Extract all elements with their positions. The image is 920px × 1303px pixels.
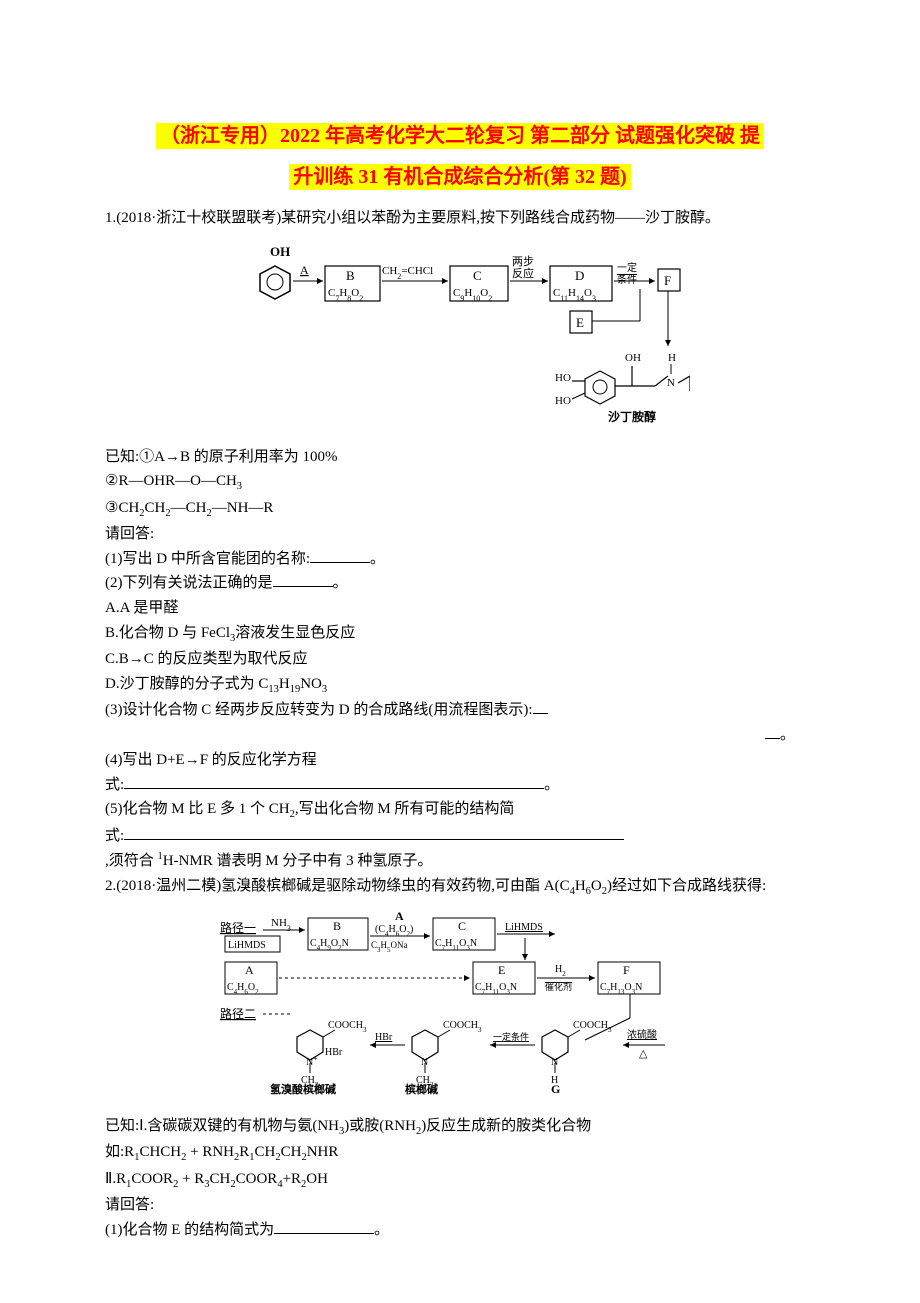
q1-known1: 已知:①A→B 的原子利用率为 100% <box>105 445 815 470</box>
q2-sub1-end: 。 <box>374 1222 389 1238</box>
q1-please: 请回答: <box>105 522 815 547</box>
q1-sub2: (2)下列有关说法正确的是 。 <box>105 571 815 596</box>
svg-text:C9H10O2: C9H10O2 <box>453 287 492 303</box>
q1-sub1-text: (1)写出 D 中所含官能团的名称: <box>105 551 310 567</box>
svg-text:COOCH3: COOCH3 <box>328 1020 367 1034</box>
svg-text:C7H8O2: C7H8O2 <box>328 287 363 303</box>
svg-text:H: H <box>668 352 676 364</box>
title-line1-wrap: （浙江专用）2022 年高考化学大二轮复习 第二部分 试题强化突破 提 <box>105 120 815 153</box>
q1-sub4b: 式: 。 <box>105 773 815 798</box>
q2-known1: 已知:Ⅰ.含碳碳双键的有机物与氨(NH3)或胺(RNH2)反应生成新的胺类化合物 <box>105 1114 815 1140</box>
svg-text:催化剂: 催化剂 <box>545 981 572 992</box>
svg-text:E: E <box>576 315 584 330</box>
blank <box>533 699 548 714</box>
svg-text:D: D <box>575 268 584 283</box>
svg-text:COOCH3: COOCH3 <box>443 1020 482 1034</box>
q2-please: 请回答: <box>105 1193 815 1218</box>
blank <box>274 1219 374 1234</box>
q1-sub4a: (4)写出 D+E→F 的反应化学方程 <box>105 748 815 773</box>
blank <box>273 572 333 587</box>
q2-known2: Ⅱ.R1COOR2 + R3CH2COOR4+R2OH <box>105 1167 815 1193</box>
q1-known2: ②R—OHR—O—CH3 <box>105 469 815 495</box>
title-line1: （浙江专用）2022 年高考化学大二轮复习 第二部分 试题强化突破 提 <box>156 123 764 149</box>
q1-sub3: (3)设计化合物 C 经两步反应转变为 D 的合成路线(用流程图表示): <box>105 698 815 723</box>
svg-text:反应: 反应 <box>512 266 534 280</box>
svg-text:H2: H2 <box>555 964 566 978</box>
svg-text:一定: 一定 <box>617 261 637 274</box>
q1-diagram: OH A B C7H8O2 CH2=CHCl C C9H10O2 两步 反应 D… <box>105 241 815 435</box>
svg-text:A: A <box>245 963 254 977</box>
q1-intro: 1.(2018·浙江十校联盟联考)某研究小组以苯酚为主要原料,按下列路线合成药物… <box>105 206 815 231</box>
svg-text:A: A <box>300 263 309 277</box>
svg-text:LiHMDS: LiHMDS <box>228 940 266 951</box>
svg-text:B: B <box>346 268 355 283</box>
svg-text:A: A <box>395 910 404 923</box>
svg-text:C3H5ONa: C3H5ONa <box>371 940 408 954</box>
title-line2-wrap: 升训练 31 有机合成综合分析(第 32 题) <box>105 161 815 194</box>
svg-text:C: C <box>473 268 482 283</box>
q1-sub2-text: (2)下列有关说法正确的是 <box>105 575 273 591</box>
q2-diagram: 路径一 NH3 LiHMDS B C4H9O2N A (C4H6O2) C3H5… <box>105 910 815 1104</box>
svg-text:两步: 两步 <box>512 255 534 268</box>
q1-optD: D.沙丁胺醇的分子式为 C13H19NO3 <box>105 672 815 698</box>
q1-sub1-end: 。 <box>370 551 385 567</box>
svg-text:路径二: 路径二 <box>220 1006 256 1021</box>
phenol-oh-label: OH <box>270 244 290 259</box>
q1-sub5c: ,须符合 1H-NMR 谱表明 M 分子中有 3 种氢原子。 <box>105 848 815 874</box>
q1-sub2-end: 。 <box>333 575 348 591</box>
q1-known3: ③CH2CH2—CH2—NH—R <box>105 496 815 522</box>
svg-text:△: △ <box>639 1048 648 1060</box>
svg-text:F: F <box>623 963 630 977</box>
svg-text:氢溴酸槟榔碱: 氢溴酸槟榔碱 <box>270 1082 336 1095</box>
svg-text:N+: N+ <box>306 1054 318 1069</box>
q1-sub5b: 式: <box>105 824 815 849</box>
q1-sub4-end: 。 <box>544 777 559 793</box>
svg-text:C: C <box>458 919 466 933</box>
q2-intro: 2.(2018·温州二模)氢溴酸槟榔碱是驱除动物绦虫的有效药物,可由酯 A(C4… <box>105 874 815 900</box>
q1-sub5b-text: 式: <box>105 828 124 844</box>
svg-text:HO: HO <box>555 372 571 384</box>
q1-sub3-end: 。 <box>105 723 815 748</box>
title-line2: 升训练 31 有机合成综合分析(第 32 题) <box>289 164 630 190</box>
svg-text:条件: 条件 <box>617 273 637 286</box>
svg-text:沙丁胺醇: 沙丁胺醇 <box>608 409 656 424</box>
svg-text:HBr: HBr <box>375 1032 393 1043</box>
q1-sub3-text: (3)设计化合物 C 经两步反应转变为 D 的合成路线(用流程图表示): <box>105 702 533 718</box>
q1-optC: C.B→C 的反应类型为取代反应 <box>105 647 815 672</box>
svg-text:N: N <box>667 377 675 389</box>
svg-text:B: B <box>333 919 341 933</box>
q2-sub1-text: (1)化合物 E 的结构简式为 <box>105 1222 274 1238</box>
svg-text:C11H14O3: C11H14O3 <box>553 287 596 303</box>
svg-text:LiHMDS: LiHMDS <box>505 922 543 933</box>
svg-text:OH: OH <box>625 352 641 364</box>
q2-known1b: 如:R1CHCH2 + RNH2R1CH2CH2NHR <box>105 1140 815 1166</box>
svg-text:G: G <box>551 1082 560 1095</box>
svg-text:路径一: 路径一 <box>220 920 256 935</box>
svg-text:HO: HO <box>555 395 571 407</box>
svg-text:F: F <box>664 273 671 288</box>
svg-text:浓硫酸: 浓硫酸 <box>627 1028 657 1041</box>
blank <box>124 825 624 840</box>
q2-sub1: (1)化合物 E 的结构简式为 。 <box>105 1218 815 1243</box>
q1-optA: A.A 是甲醛 <box>105 596 815 621</box>
svg-text:HBr: HBr <box>325 1047 343 1058</box>
q1-sub4b-text: 式: <box>105 777 124 793</box>
svg-text:E: E <box>498 963 505 977</box>
svg-text:COOCH3: COOCH3 <box>573 1020 612 1034</box>
svg-text:一定条件: 一定条件 <box>493 1031 529 1042</box>
blank <box>124 774 544 789</box>
q1-optB: B.化合物 D 与 FeCl3溶液发生显色反应 <box>105 621 815 647</box>
q1-sub5a: (5)化合物 M 比 E 多 1 个 CH2,写出化合物 M 所有可能的结构简 <box>105 797 815 823</box>
svg-text:CH2=CHCl: CH2=CHCl <box>382 265 433 281</box>
q1-sub1: (1)写出 D 中所含官能团的名称: 。 <box>105 547 815 572</box>
blank <box>765 724 780 739</box>
blank <box>310 548 370 563</box>
svg-text:槟榔碱: 槟榔碱 <box>405 1082 438 1095</box>
